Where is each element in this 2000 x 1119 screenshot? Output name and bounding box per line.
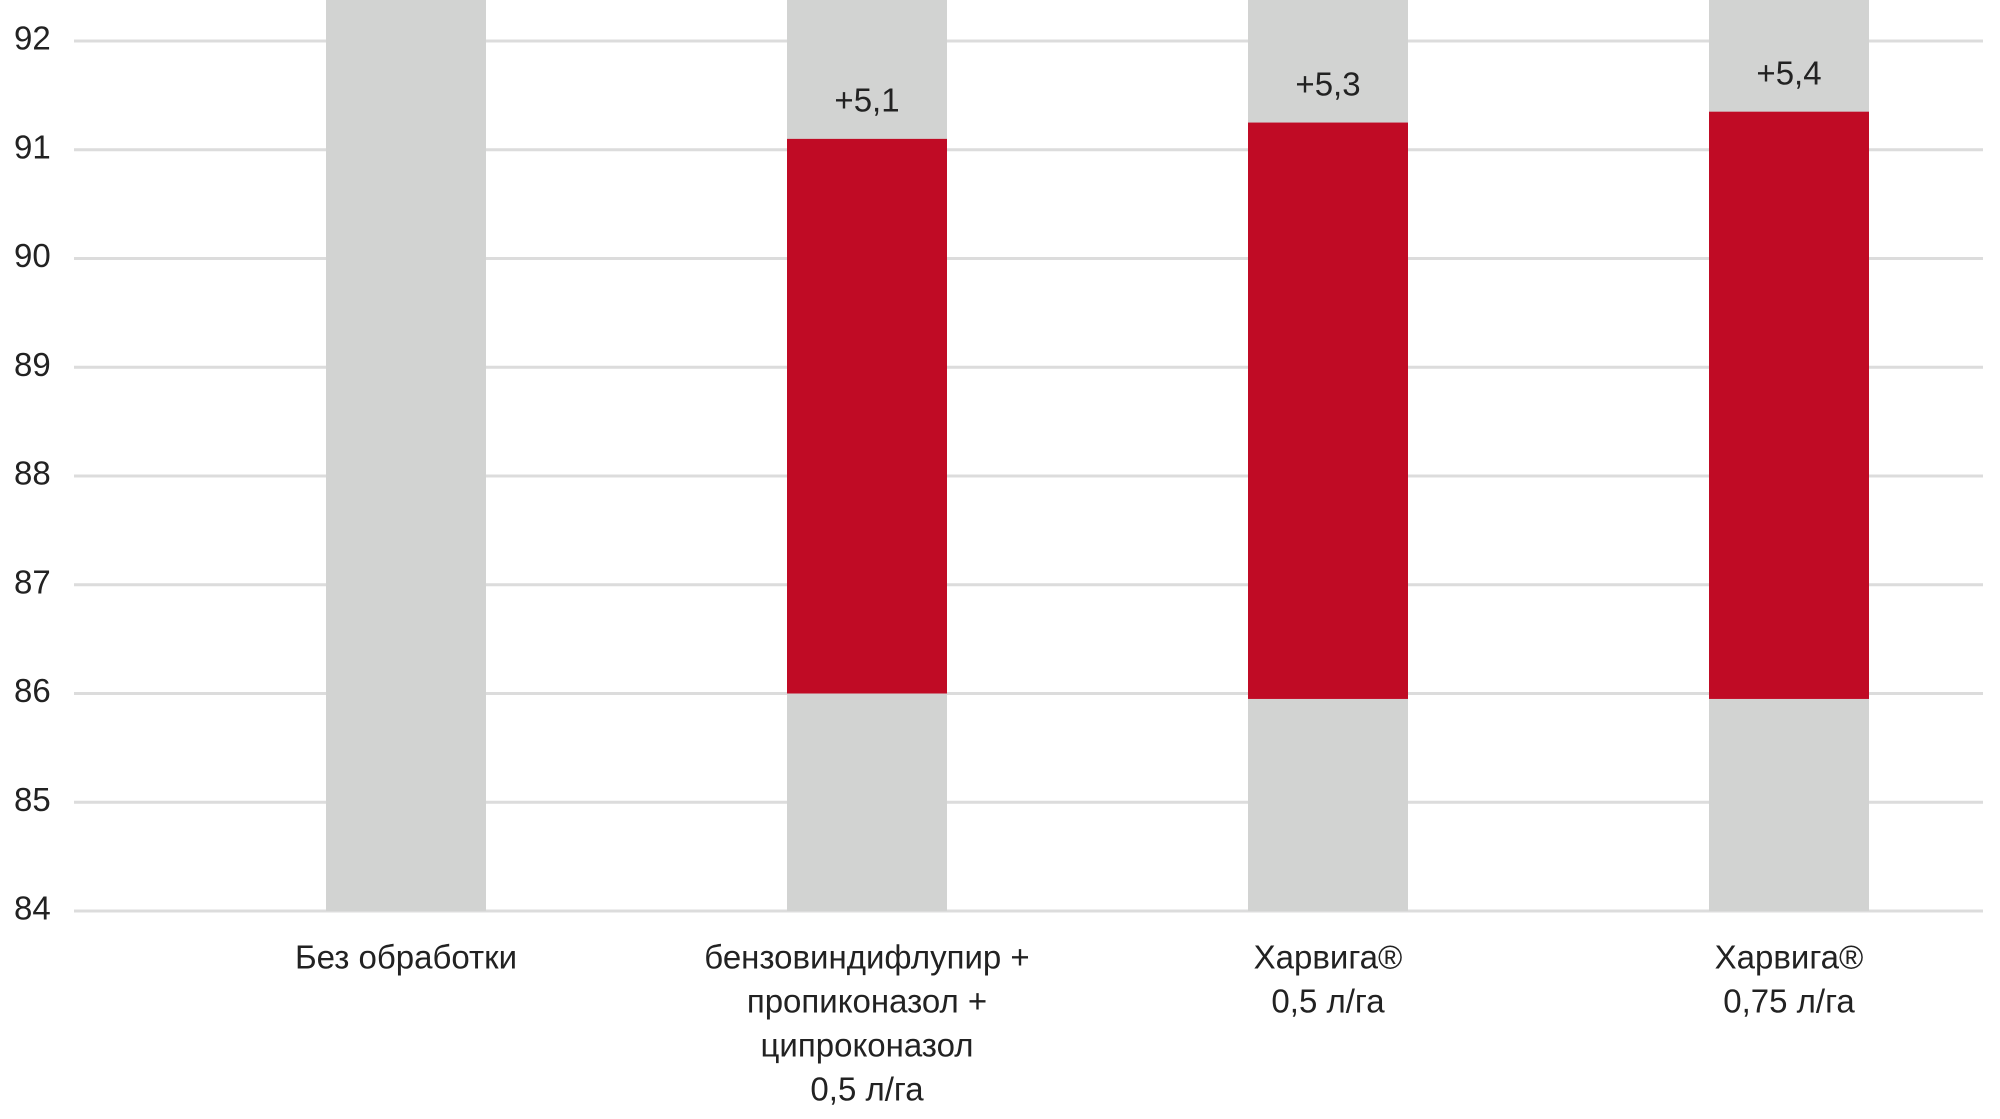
bar-segment: [326, 0, 486, 911]
y-tick-label: 87: [14, 563, 51, 600]
y-tick-label: 85: [14, 781, 51, 818]
x-tick-label: 0,5 л/га: [1271, 983, 1385, 1020]
x-tick-label: 0,5 л/га: [810, 1071, 924, 1108]
bar-segment: [1248, 122, 1408, 699]
x-tick-label: Харвига®: [1254, 939, 1403, 976]
value-label: +5,4: [1756, 54, 1821, 91]
y-tick-label: 86: [14, 672, 51, 709]
value-label: +5,1: [834, 82, 899, 119]
bar-segment: [1709, 111, 1869, 699]
y-tick-label: 88: [14, 455, 51, 492]
y-tick-label: 91: [14, 128, 51, 165]
y-tick-label: 89: [14, 346, 51, 383]
x-tick-label: бензовиндифлупир +: [704, 939, 1029, 976]
value-label: +5,3: [1295, 65, 1360, 102]
bar-segment: [787, 138, 947, 694]
x-tick-label: ципроконазол: [761, 1027, 974, 1064]
x-tick-label: пропиконазол +: [747, 983, 987, 1020]
x-tick-label: Без обработки: [295, 939, 517, 976]
y-tick-label: 90: [14, 237, 51, 274]
x-tick-label: Харвига®: [1715, 939, 1864, 976]
y-tick-label: 92: [14, 20, 51, 57]
x-tick-label: 0,75 л/га: [1723, 983, 1855, 1020]
y-tick-label: 84: [14, 890, 51, 927]
